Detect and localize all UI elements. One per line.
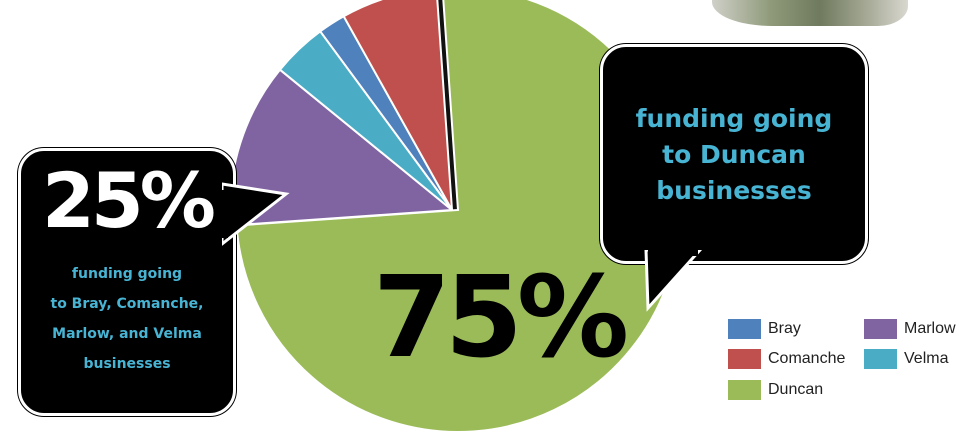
legend-swatch bbox=[864, 319, 897, 339]
person-photo-crop bbox=[712, 0, 908, 26]
center-percent-label: 75% bbox=[372, 253, 629, 383]
callout-left-line: to Bray, Comanche, bbox=[50, 296, 204, 312]
pie-slices bbox=[229, 0, 681, 433]
legend-swatch bbox=[728, 380, 761, 400]
callout-left-percent: 25% bbox=[42, 156, 216, 245]
callout-left-text: funding going to Bray, Comanche, Marlow,… bbox=[27, 259, 227, 379]
legend-label: Velma bbox=[904, 350, 949, 367]
callout-right-line: to Duncan bbox=[662, 140, 806, 169]
legend-item-duncan: Duncan bbox=[728, 380, 823, 400]
callout-left-line: funding going bbox=[71, 266, 183, 282]
pie-slice-comanche bbox=[342, 0, 453, 211]
legend-swatch bbox=[728, 349, 761, 369]
legend-item-bray: Bray bbox=[728, 319, 801, 339]
legend-label: Bray bbox=[768, 320, 801, 337]
callout-left-line: businesses bbox=[83, 356, 171, 372]
callout-bubble-left: 25% funding going to Bray, Comanche, Mar… bbox=[18, 148, 236, 416]
legend-label: Marlow bbox=[904, 320, 956, 337]
callout-right-tail bbox=[644, 250, 703, 312]
legend-swatch bbox=[728, 319, 761, 339]
legend-item-comanche: Comanche bbox=[728, 349, 845, 369]
callout-left-tail bbox=[222, 182, 290, 246]
pie-slice-duncan bbox=[235, 0, 681, 433]
callout-bubble-right: funding going to Duncan businesses bbox=[600, 44, 868, 264]
callout-right-line: funding going bbox=[635, 104, 833, 133]
callout-right-line: businesses bbox=[656, 176, 812, 205]
legend-swatch bbox=[864, 349, 897, 369]
legend-item-marlow: Marlow bbox=[864, 319, 956, 339]
callout-right-text: funding going to Duncan businesses bbox=[613, 101, 855, 209]
legend-label: Comanche bbox=[768, 350, 846, 367]
legend-item-velma: Velma bbox=[864, 349, 948, 369]
callout-left-line: Marlow, and Velma bbox=[52, 326, 202, 342]
legend-label: Duncan bbox=[768, 381, 824, 398]
